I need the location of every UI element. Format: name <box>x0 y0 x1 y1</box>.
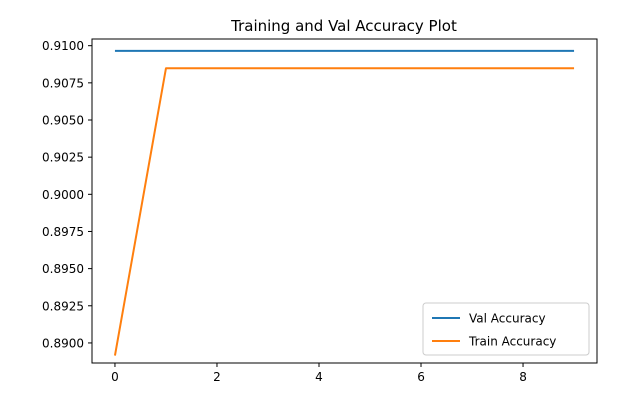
legend-label: Val Accuracy <box>469 312 546 326</box>
x-tick-label: 2 <box>213 370 221 384</box>
y-tick-label: 0.8975 <box>42 225 84 239</box>
y-tick-label: 0.8900 <box>42 336 84 350</box>
x-tick-label: 0 <box>111 370 119 384</box>
y-axis: 0.8900 0.8925 0.8950 0.8975 0.9000 0.9025 0.90… <box>42 39 92 350</box>
legend-label: Train Accuracy <box>468 335 556 349</box>
y-tick-label: 0.8925 <box>42 299 84 313</box>
plot-area-frame <box>91 38 598 364</box>
x-axis: 0 2 4 6 8 <box>111 363 527 384</box>
y-tick-label: 0.9050 <box>42 114 84 128</box>
x-tick-label: 6 <box>417 370 425 384</box>
y-tick-label: 0.9100 <box>42 39 84 53</box>
y-tick-label: 0.9075 <box>42 76 84 90</box>
y-tick-label: 0.9000 <box>42 188 84 202</box>
legend-box <box>422 302 590 356</box>
x-tick-label: 8 <box>519 370 527 384</box>
y-tick-label: 0.8950 <box>42 262 84 276</box>
y-tick-label: 0.9025 <box>42 151 84 165</box>
x-tick-label: 4 <box>315 370 323 384</box>
chart-title: Training and Val Accuracy Plot <box>230 17 457 35</box>
series-line-train-accuracy <box>113 67 575 356</box>
series-layer <box>113 49 575 356</box>
legend: Val Accuracy Train Accuracy <box>422 302 590 356</box>
